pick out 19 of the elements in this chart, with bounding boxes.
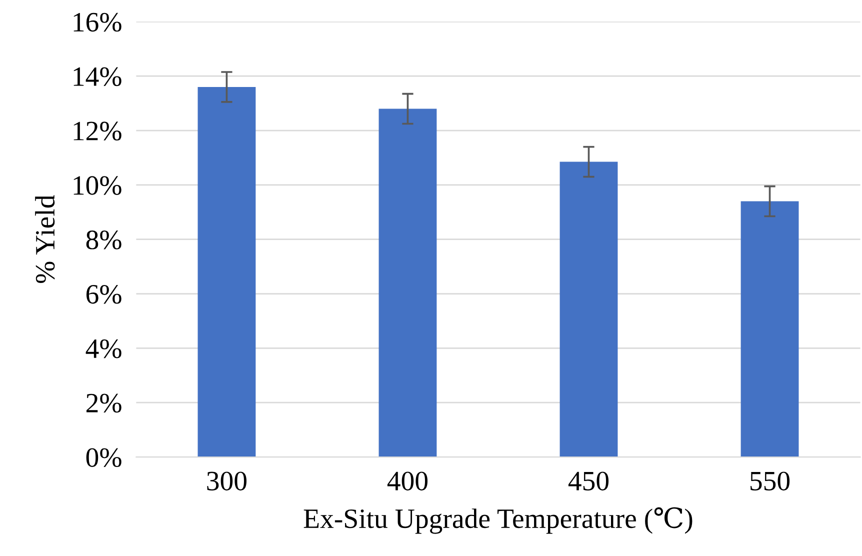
y-tick-label: 10% [74,176,122,195]
y-tick-label: 14% [74,67,122,86]
x-tick-label: 400 [387,472,428,490]
y-tick-label: 6% [86,284,122,304]
x-tick-label: 550 [750,472,790,490]
y-tick-label: 4% [86,339,122,358]
x-tick-label: 300 [207,472,246,490]
bar [740,201,799,458]
y-tick-label: 12% [74,122,122,141]
y-axis-title: % Yield [35,195,55,284]
y-tick-label: 0% [86,448,122,468]
x-tick-label: 450 [568,472,609,490]
bar [198,86,256,458]
bar [560,162,618,458]
y-tick-label: 16% [74,12,122,32]
y-tick-label: 8% [86,230,122,250]
bar [378,108,437,458]
y-tick-label: 2% [86,394,122,413]
x-axis-title: Ex-Situ Upgrade Temperature (℃) [304,507,692,534]
